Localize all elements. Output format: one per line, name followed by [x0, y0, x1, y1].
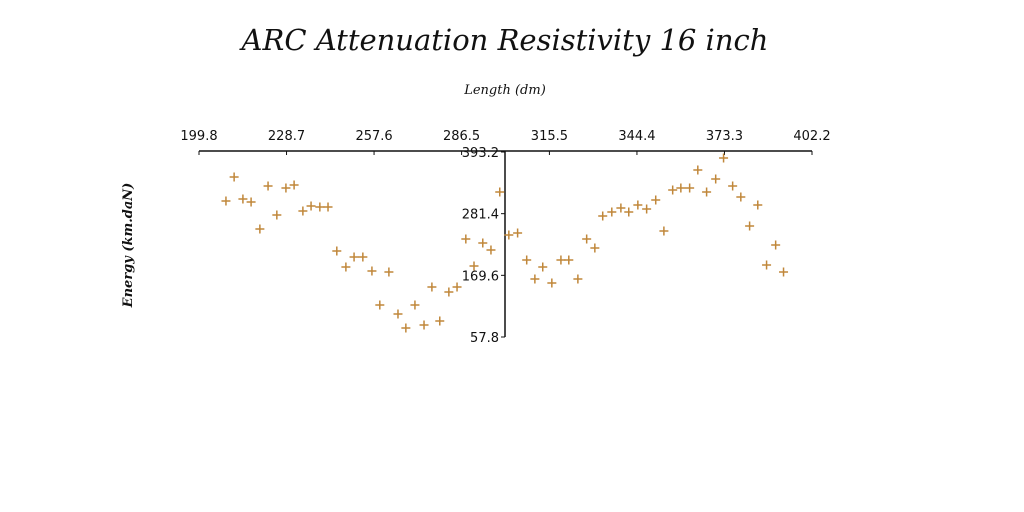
x-tick-label: 402.2	[793, 129, 830, 144]
scatter-point	[582, 234, 592, 244]
scatter-point	[616, 203, 626, 213]
scatter-point	[221, 196, 231, 206]
scatter-point	[624, 207, 634, 217]
scatter-point	[702, 187, 712, 197]
scatter-point	[564, 255, 574, 265]
scatter-point	[238, 194, 248, 204]
x-tick-label: 228.7	[268, 129, 305, 144]
scatter-point	[547, 278, 557, 288]
scatter-point	[693, 165, 703, 175]
scatter-point	[444, 287, 454, 297]
y-axis-label: Energy (km.daN)	[121, 183, 136, 309]
scatter-point	[315, 202, 325, 212]
scatter-point	[367, 266, 377, 276]
scatter-point	[306, 201, 316, 211]
scatter-point	[513, 228, 523, 238]
scatter-point	[323, 202, 333, 212]
scatter-point	[779, 267, 789, 277]
x-tick-label: 199.8	[180, 129, 217, 144]
scatter-point	[281, 183, 291, 193]
scatter-point	[633, 200, 643, 210]
scatter-point	[522, 255, 532, 265]
scatter-point	[651, 195, 661, 205]
scatter-point	[530, 274, 540, 284]
x-tick-label: 286.5	[443, 129, 480, 144]
scatter-point	[255, 224, 265, 234]
scatter-point	[642, 204, 652, 214]
scatter-point	[229, 172, 239, 182]
x-tick-label: 373.3	[706, 129, 743, 144]
scatter-point	[728, 181, 738, 191]
scatter-point	[289, 180, 299, 190]
scatter-point	[401, 323, 411, 333]
scatter-point	[598, 211, 608, 221]
scatter-point	[272, 210, 282, 220]
y-tick-label: 57.8	[470, 331, 499, 346]
scatter-point	[711, 174, 721, 184]
scatter-point	[736, 192, 746, 202]
scatter-point	[469, 261, 479, 271]
y-tick-label: 169.6	[462, 269, 499, 284]
scatter-point	[504, 230, 514, 240]
scatter-point	[573, 274, 583, 284]
scatter-point	[246, 197, 256, 207]
scatter-point	[461, 234, 471, 244]
scatter-point	[375, 300, 385, 310]
scatter-point	[263, 181, 273, 191]
scatter-point	[349, 252, 359, 262]
chart-title: ARC Attenuation Resistivity 16 inch	[239, 23, 769, 57]
scatter-point	[590, 243, 600, 253]
scatter-point	[419, 320, 429, 330]
y-tick-label: 393.2	[462, 146, 499, 161]
scatter-point	[332, 246, 342, 256]
scatter-point	[384, 267, 394, 277]
x-tick-label: 315.5	[531, 129, 568, 144]
scatter-point	[556, 255, 566, 265]
scatter-point	[486, 245, 496, 255]
scatter-point	[745, 221, 755, 231]
scatter-point	[358, 252, 368, 262]
x-axis-label: Length (dm)	[463, 83, 546, 98]
scatter-point	[298, 206, 308, 216]
scatter-point	[676, 183, 686, 193]
scatter-point	[341, 262, 351, 272]
scatter-point	[452, 282, 462, 292]
scatter-point	[668, 185, 678, 195]
scatter-point	[495, 187, 505, 197]
scatter-point	[659, 226, 669, 236]
scatter-point	[393, 309, 403, 319]
scatter-point	[427, 282, 437, 292]
y-tick-label: 281.4	[462, 208, 499, 223]
scatter-point	[771, 240, 781, 250]
scatter-point	[762, 260, 772, 270]
scatter-point	[478, 238, 488, 248]
scatter-point	[685, 183, 695, 193]
scatter-point	[753, 200, 763, 210]
scatter-point	[538, 262, 548, 272]
x-tick-label: 257.6	[355, 129, 392, 144]
scatter-point	[719, 153, 729, 163]
scatter-point	[435, 316, 445, 326]
scatter-point	[607, 207, 617, 217]
scatter-point	[410, 300, 420, 310]
x-tick-label: 344.4	[618, 129, 655, 144]
